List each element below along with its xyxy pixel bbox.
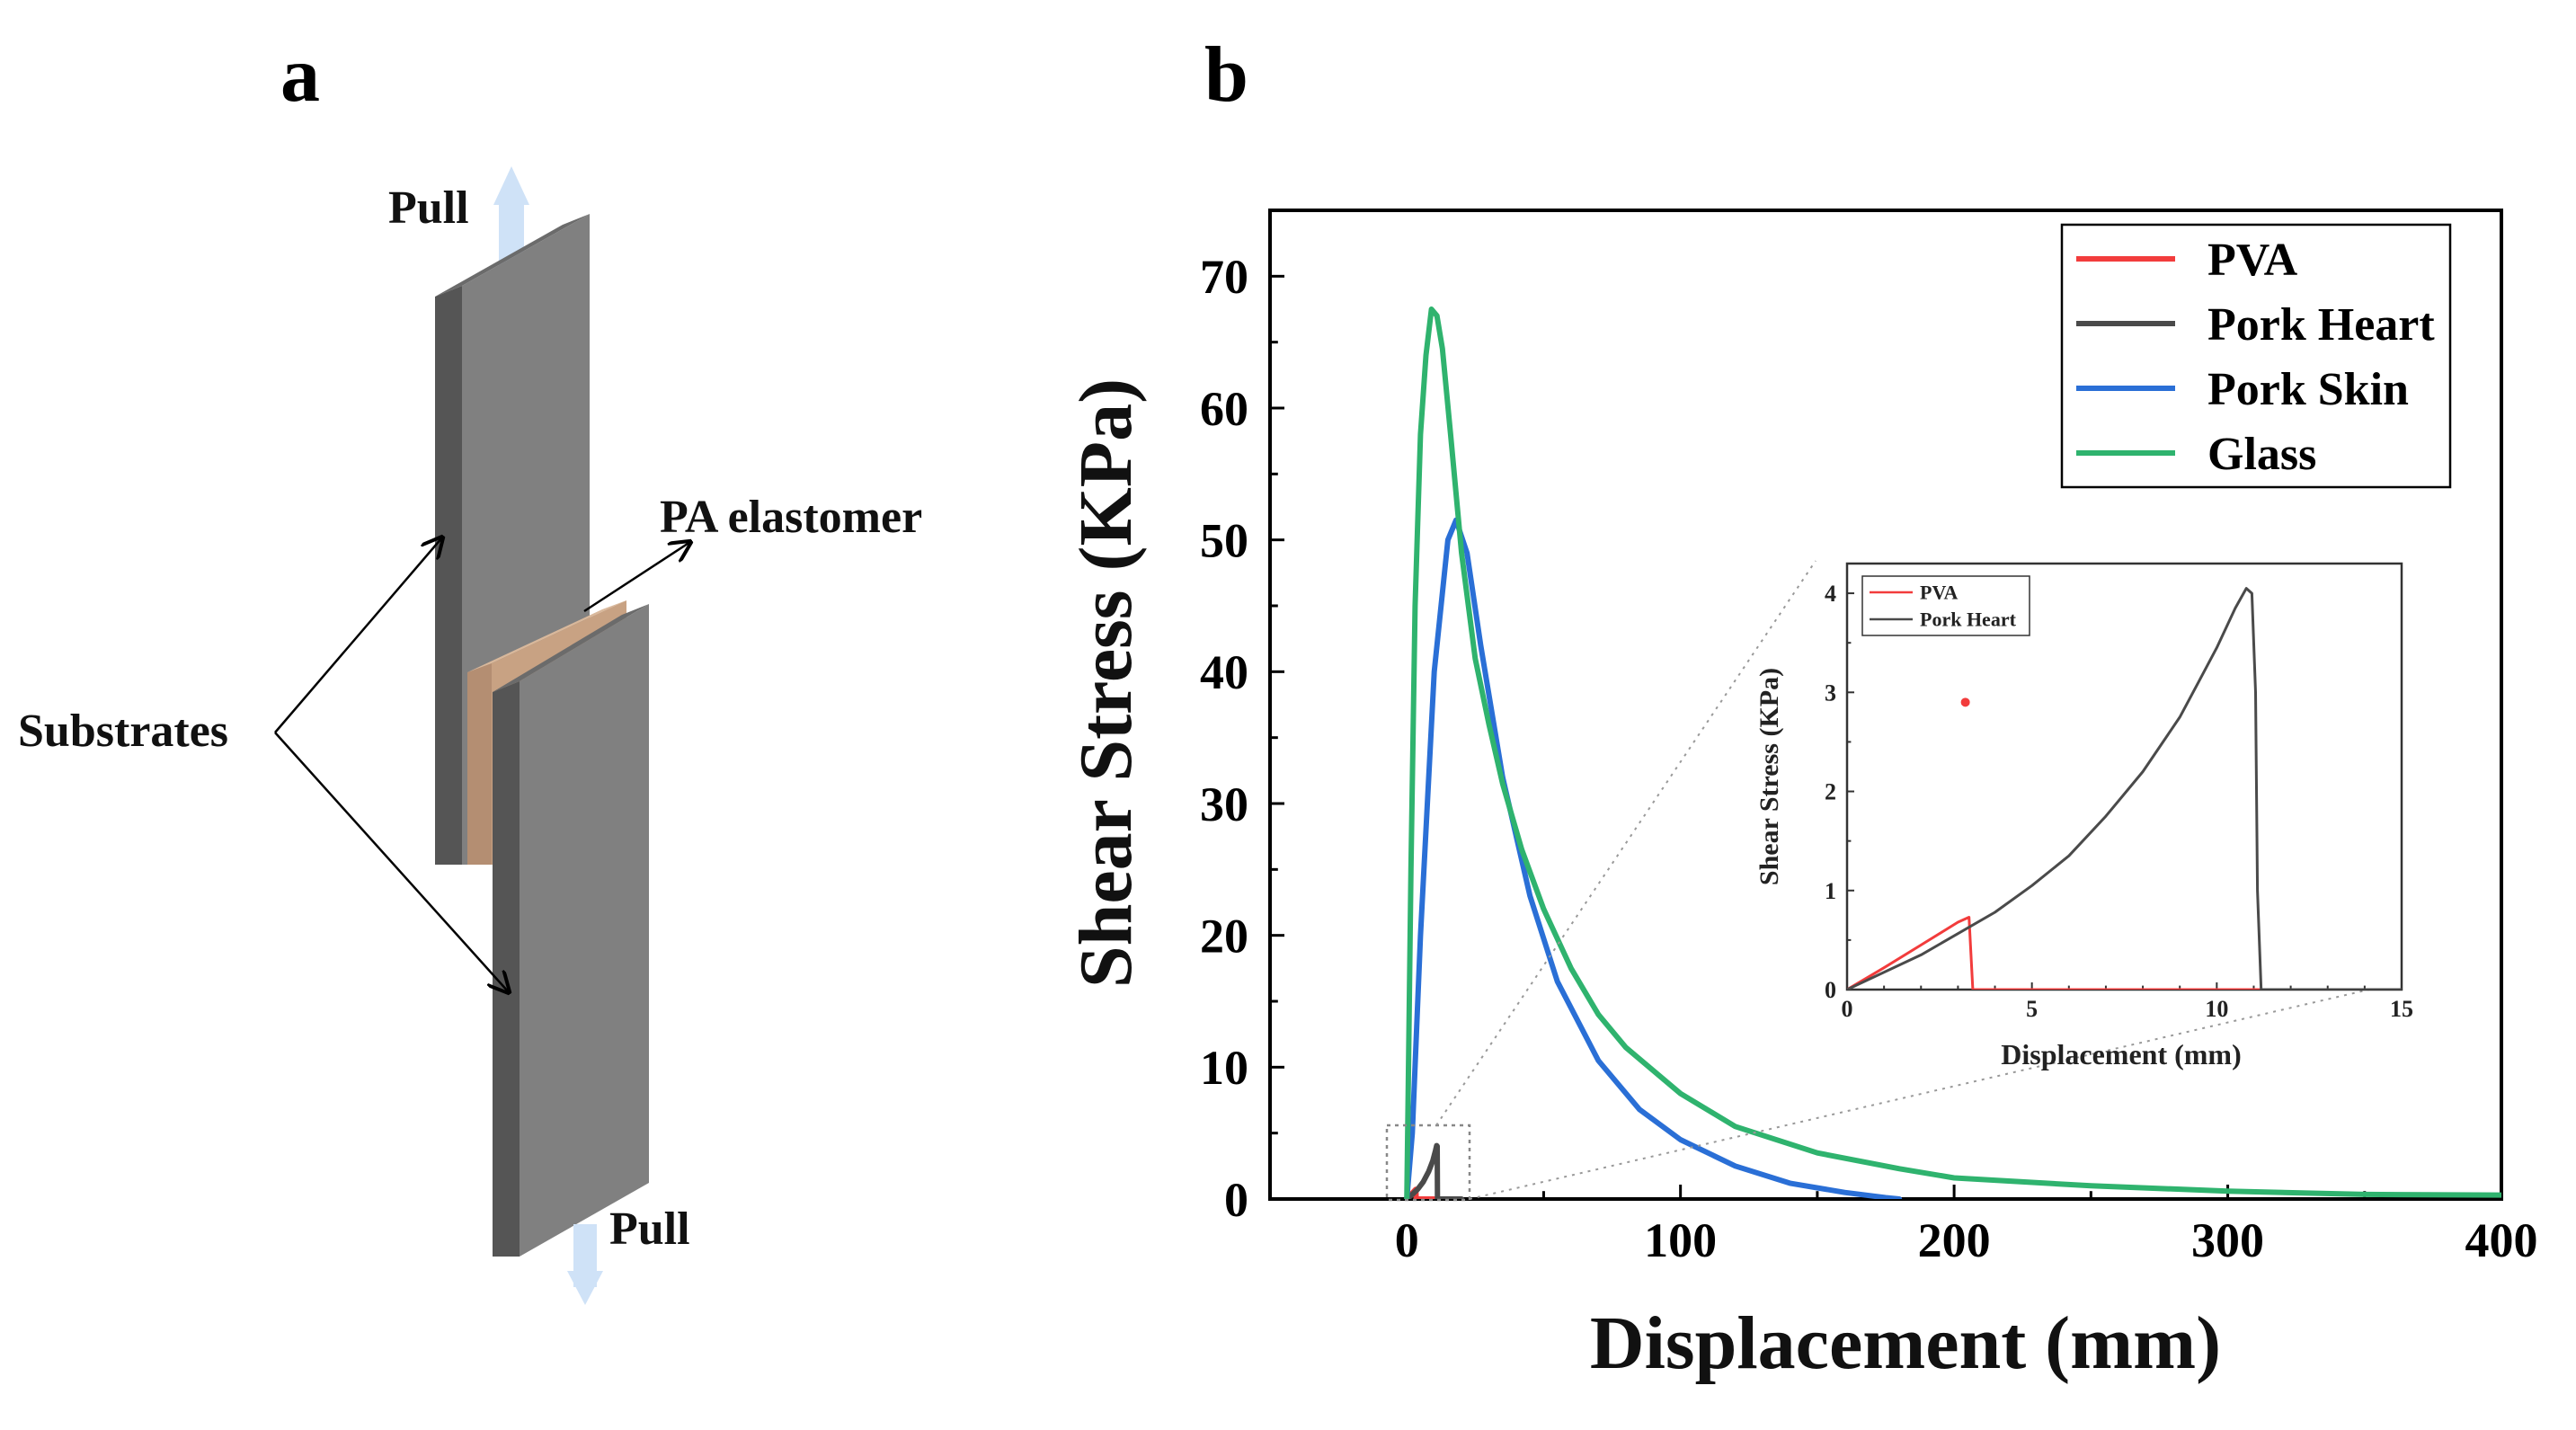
series-line-glass [1404, 306, 2501, 1199]
inset-series [1847, 587, 2402, 990]
panel-b-label: b [1204, 31, 1248, 119]
zoom-connector-lower [1469, 988, 2374, 1200]
y-tick-label: 2 [1825, 779, 1836, 805]
inset-legend: PVA Pork Heart [1861, 575, 2030, 636]
inset-legend-box [1861, 575, 2030, 636]
x-tick-label: 5 [2026, 996, 2038, 1022]
substrates-label: Substrates [18, 706, 228, 757]
main-x-axis-label: Displacement (mm) [1590, 1301, 2221, 1385]
legend-label-pork-skin: Pork Skin [2207, 364, 2409, 415]
x-tick-label: 0 [1395, 1213, 1419, 1267]
legend-label-pork-heart: Pork Heart [2207, 299, 2435, 351]
substrates-arrow-lower [274, 732, 509, 992]
y-tick-label: 0 [1825, 977, 1836, 1003]
x-tick-label: 200 [1918, 1213, 1991, 1267]
y-tick-label: 10 [1200, 1041, 1248, 1095]
main-series [1404, 306, 2501, 1199]
x-tick-label: 10 [2205, 996, 2228, 1022]
lower-substrate [493, 604, 649, 1257]
series-line-pork-skin [1404, 517, 1903, 1199]
x-tick-label: 0 [1842, 996, 1853, 1022]
y-tick-label: 60 [1200, 382, 1248, 436]
legend-label-pva: PVA [1920, 582, 1958, 604]
series-line-pork-heart [1404, 1142, 1465, 1199]
inset-legend-entries: PVA Pork Heart [1870, 582, 2017, 631]
y-tick-label: 3 [1825, 679, 1836, 706]
main-y-axis-label: Shear Stress (KPa) [1064, 378, 1148, 988]
pull-label-bottom: Pull [609, 1204, 690, 1255]
panel-a: a Pull Pull PA e [18, 31, 922, 1305]
y-tick-label: 4 [1825, 581, 1836, 607]
inset-y-axis-label: Shear Stress (KPa) [1754, 668, 1784, 885]
x-tick-label: 300 [2191, 1213, 2264, 1267]
series-line-pva [1847, 916, 2402, 990]
legend-entries: PVA Pork Heart Pork Skin Glass [2076, 235, 2435, 480]
y-tick-label: 50 [1200, 514, 1248, 568]
pa-elastomer-label: PA elastomer [660, 492, 922, 543]
x-tick-label: 400 [2465, 1213, 2538, 1267]
pull-arrow-bottom [567, 1224, 603, 1305]
panel-a-label: a [280, 31, 320, 119]
inset-x-axis-label: Displacement (mm) [2001, 1038, 2241, 1070]
pa-elastomer-arrow [583, 542, 690, 613]
zoom-box [1385, 1124, 1471, 1202]
y-tick-label: 30 [1200, 777, 1248, 831]
x-tick-label: 15 [2390, 996, 2413, 1022]
legend-label-glass: Glass [2207, 429, 2316, 480]
y-tick-label: 40 [1200, 645, 1248, 699]
y-tick-label: 20 [1200, 910, 1248, 964]
y-tick-label: 1 [1825, 878, 1836, 904]
y-tick-label: 0 [1224, 1173, 1248, 1227]
main-legend: PVA Pork Heart Pork Skin Glass [2060, 223, 2452, 489]
substrates-arrow-upper [274, 537, 442, 733]
inset-chart: 0 5 10 15 0 1 2 3 4 PVA Pork Heart Displacement (… [1754, 562, 2413, 1070]
legend-box [2060, 223, 2452, 489]
annotation-point [1960, 697, 1970, 707]
zoom-connector-upper [1435, 560, 1817, 1126]
legend-label-pva: PVA [2207, 235, 2298, 286]
x-tick-label: 100 [1644, 1213, 1717, 1267]
y-tick-label: 70 [1200, 250, 1248, 304]
series-line-pork-heart [1847, 587, 2402, 990]
pull-label-top: Pull [388, 182, 469, 234]
legend-label-pork-heart: Pork Heart [1920, 608, 2017, 631]
